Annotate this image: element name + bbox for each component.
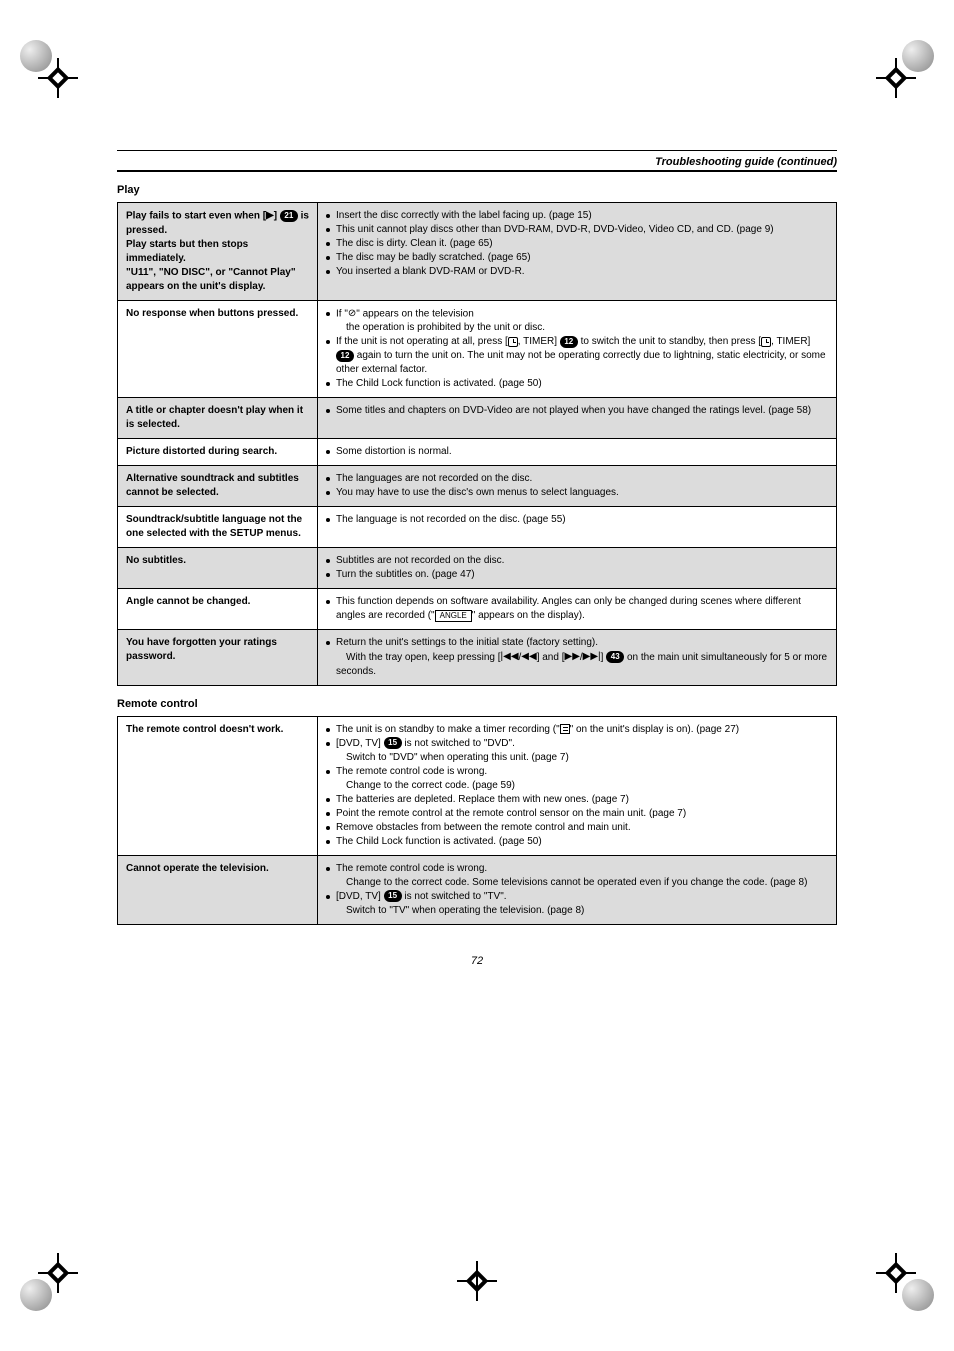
reference-number-pill: 15	[384, 737, 402, 749]
clock-icon	[761, 337, 771, 347]
remedy-item: Some distortion is normal.	[326, 445, 828, 459]
remedy-cell: Return the unit's settings to the initia…	[318, 630, 837, 686]
table-row: No response when buttons pressed. If "⊘" …	[118, 300, 837, 398]
reference-number-pill: 12	[560, 336, 578, 348]
reference-number-pill: 43	[606, 651, 624, 663]
table-row: The remote control doesn't work. The unit…	[118, 716, 837, 855]
remedy-item: The languages are not recorded on the di…	[326, 472, 828, 486]
registration-mark-top-left	[20, 40, 80, 100]
remedy-item: If the unit is not operating at all, pre…	[326, 335, 828, 377]
clock-icon	[508, 337, 518, 347]
remedy-cell: This function depends on software availa…	[318, 589, 837, 630]
registration-mark-top-right	[874, 40, 934, 100]
display-indicator-box: ANGLE	[435, 610, 472, 622]
symbol-icon: ◀◀	[521, 650, 536, 664]
registration-mark-bottom-right	[874, 1251, 934, 1311]
remedy-cell: The unit is on standby to make a timer r…	[318, 716, 837, 855]
remedy-cell: Insert the disc correctly with the label…	[318, 203, 837, 301]
remedy-item: The unit is on standby to make a timer r…	[326, 723, 828, 737]
symbol-icon: ▶▶|	[583, 650, 601, 664]
remedy-item: The disc is dirty. Clean it. (page 65)	[326, 237, 828, 251]
remedy-cell: Some titles and chapters on DVD-Video ar…	[318, 398, 837, 439]
remedy-item: Point the remote control at the remote c…	[326, 807, 828, 821]
reference-number-pill: 15	[384, 890, 402, 902]
remedy-item: This function depends on software availa…	[326, 595, 828, 623]
troubleshooting-table: The remote control doesn't work. The unit…	[117, 716, 837, 925]
symptom-cell: Cannot operate the television.	[118, 855, 318, 924]
table-row: Alternative soundtrack and subtitles can…	[118, 466, 837, 507]
symptom-cell: You have forgotten your ratings password…	[118, 630, 318, 686]
remedy-item: The remote control code is wrong.Change …	[326, 765, 828, 793]
header-title: Troubleshooting guide (continued)	[117, 153, 837, 170]
troubleshooting-table: Play fails to start even when [▶] 21 is …	[117, 202, 837, 686]
remedy-item: Turn the subtitles on. (page 47)	[326, 568, 828, 582]
remedy-item: Remove obstacles from between the remote…	[326, 821, 828, 835]
registration-mark-bottom-center	[457, 1261, 497, 1301]
remedy-item: Subtitles are not recorded on the disc.	[326, 554, 828, 568]
reference-number-pill: 12	[336, 350, 354, 362]
symptom-cell: Soundtrack/subtitle language not the one…	[118, 507, 318, 548]
symptom-cell: Angle cannot be changed.	[118, 589, 318, 630]
symptom-cell: No response when buttons pressed.	[118, 300, 318, 398]
section-heading: Play	[117, 184, 837, 196]
remedy-item: [DVD, TV] 15 is not switched to "DVD".Sw…	[326, 737, 828, 765]
remedy-cell: If "⊘" appears on the televisionthe oper…	[318, 300, 837, 398]
table-row: Play fails to start even when [▶] 21 is …	[118, 203, 837, 301]
remedy-item: This unit cannot play discs other than D…	[326, 223, 828, 237]
table-row: No subtitles.Subtitles are not recorded …	[118, 548, 837, 589]
table-row: Soundtrack/subtitle language not the one…	[118, 507, 837, 548]
remedy-item: The Child Lock function is activated. (p…	[326, 835, 828, 849]
remedy-subtext: Switch to "TV" when operating the televi…	[336, 905, 584, 916]
remedy-item: Some titles and chapters on DVD-Video ar…	[326, 404, 828, 418]
remedy-cell: Some distortion is normal.	[318, 439, 837, 466]
remedy-item: Insert the disc correctly with the label…	[326, 209, 828, 223]
remedy-item: You may have to use the disc's own menus…	[326, 486, 828, 500]
remedy-subtext: With the tray open, keep pressing [|◀◀/◀…	[336, 652, 827, 677]
page-number: 72	[117, 955, 837, 967]
table-row: A title or chapter doesn't play when it …	[118, 398, 837, 439]
remedy-subtext: Switch to "DVD" when operating this unit…	[336, 752, 569, 763]
remedy-subtext: Change to the correct code. (page 59)	[336, 780, 515, 791]
remedy-item: [DVD, TV] 15 is not switched to "TV".Swi…	[326, 890, 828, 918]
symptom-cell: No subtitles.	[118, 548, 318, 589]
remedy-item: The Child Lock function is activated. (p…	[326, 377, 828, 391]
symptom-cell: A title or chapter doesn't play when it …	[118, 398, 318, 439]
table-row: Cannot operate the television. The remote…	[118, 855, 837, 924]
section-heading: Remote control	[117, 698, 837, 710]
remedy-subtext: Change to the correct code. Some televis…	[336, 877, 807, 888]
page-content: Troubleshooting guide (continued) Play Pl…	[117, 0, 837, 967]
remedy-item: You inserted a blank DVD-RAM or DVD-R.	[326, 265, 828, 279]
reference-number-pill: 21	[280, 210, 298, 222]
remedy-subtext: the operation is prohibited by the unit …	[336, 322, 545, 333]
symptom-cell: Alternative soundtrack and subtitles can…	[118, 466, 318, 507]
header-rule-thin	[117, 150, 837, 151]
remedy-cell: The language is not recorded on the disc…	[318, 507, 837, 548]
table-row: Angle cannot be changed. This function de…	[118, 589, 837, 630]
header-rule-thick	[117, 170, 837, 172]
symbol-icon: ▶▶	[565, 650, 580, 664]
remedy-item: The language is not recorded on the disc…	[326, 513, 828, 527]
symbol-icon: ⊘	[348, 307, 356, 321]
table-row: Picture distorted during search. Some dis…	[118, 439, 837, 466]
remedy-cell: The languages are not recorded on the di…	[318, 466, 837, 507]
registration-mark-bottom-left	[20, 1251, 80, 1311]
timer-icon	[560, 724, 570, 734]
remedy-item: The batteries are depleted. Replace them…	[326, 793, 828, 807]
remedy-cell: Subtitles are not recorded on the disc.T…	[318, 548, 837, 589]
table-row: You have forgotten your ratings password…	[118, 630, 837, 686]
symptom-cell: The remote control doesn't work.	[118, 716, 318, 855]
remedy-item: The remote control code is wrong.Change …	[326, 862, 828, 890]
symptom-cell: Play fails to start even when [▶] 21 is …	[118, 203, 318, 301]
remedy-item: The disc may be badly scratched. (page 6…	[326, 251, 828, 265]
remedy-item: Return the unit's settings to the initia…	[326, 636, 828, 679]
remedy-cell: The remote control code is wrong.Change …	[318, 855, 837, 924]
symbol-icon: |◀◀	[501, 650, 519, 664]
remedy-item: If "⊘" appears on the televisionthe oper…	[326, 307, 828, 336]
symbol-icon: ▶	[266, 209, 274, 223]
symptom-cell: Picture distorted during search.	[118, 439, 318, 466]
